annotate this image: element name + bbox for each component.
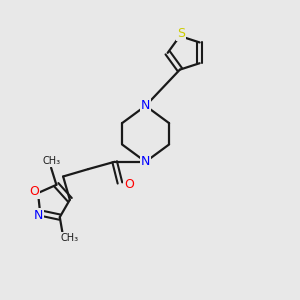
- Text: N: N: [141, 99, 150, 112]
- Text: N: N: [34, 209, 43, 222]
- Text: CH₃: CH₃: [42, 156, 60, 166]
- Text: O: O: [124, 178, 134, 191]
- Text: N: N: [141, 155, 150, 168]
- Text: CH₃: CH₃: [60, 233, 78, 243]
- Text: O: O: [30, 185, 39, 198]
- Text: S: S: [177, 27, 185, 40]
